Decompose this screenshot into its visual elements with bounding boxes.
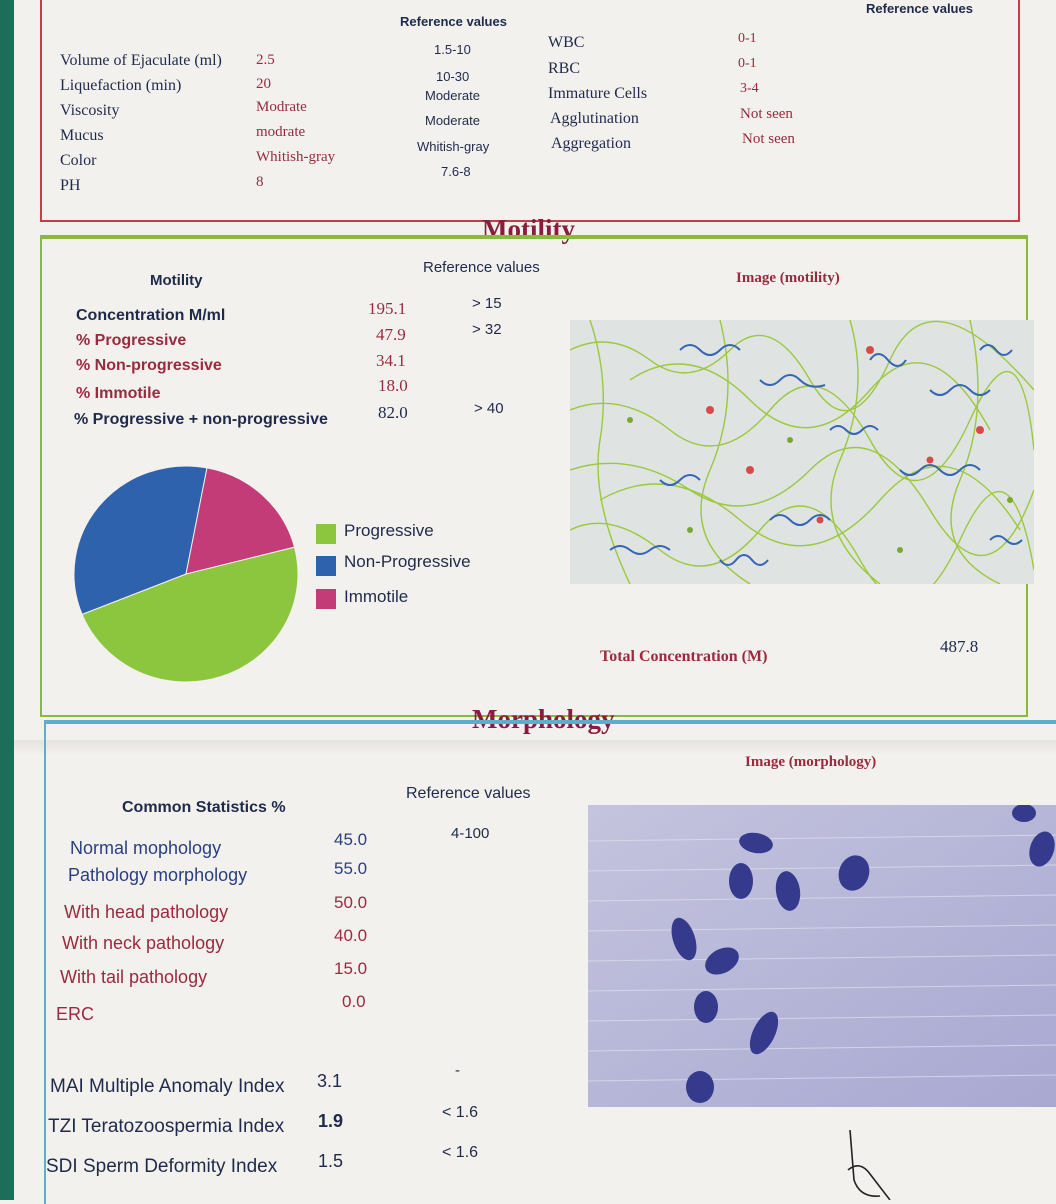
param-label: Volume of Ejaculate (ml) <box>60 52 222 69</box>
morphology-label: With tail pathology <box>60 967 208 987</box>
motility-value: 82.0 <box>378 403 408 422</box>
motility-label: % Progressive <box>76 332 187 349</box>
motility-section-title: Motility <box>482 214 575 244</box>
motility-pie-chart <box>73 465 299 683</box>
cell-value: 0-1 <box>738 56 757 71</box>
motility-label: % Progressive + non-progressive <box>74 411 328 428</box>
morphology-image <box>588 805 1056 1107</box>
pie-slice-progressive <box>81 546 299 683</box>
semen-analysis-box <box>40 0 1020 222</box>
index-label: SDI Sperm Deformity Index <box>46 1156 278 1177</box>
morphology-value: 15.0 <box>334 959 368 978</box>
motility-ref: > 32 <box>472 321 502 338</box>
signature <box>847 1130 891 1200</box>
param-value: 8 <box>256 174 264 190</box>
morphology-label: Pathology morphology <box>68 865 248 885</box>
cell-value: 0-1 <box>738 31 757 46</box>
param-value: 20 <box>256 76 271 92</box>
cell-value: 3-4 <box>740 81 759 96</box>
motility-reference-header: Reference values <box>423 259 540 276</box>
legend-label-non-progressive: Non-Progressive <box>344 552 471 571</box>
legend-label-progressive: Progressive <box>344 521 434 540</box>
param-value: modrate <box>256 124 306 140</box>
param-label: Mucus <box>60 127 104 144</box>
morphology-label: Normal mophology <box>70 838 222 858</box>
common-statistics-header: Common Statistics % <box>122 799 286 816</box>
param-value: Modrate <box>256 99 307 115</box>
total-concentration-value: 487.8 <box>940 637 979 656</box>
cell-label: Aggregation <box>551 135 631 152</box>
index-label: MAI Multiple Anomaly Index <box>50 1076 285 1097</box>
pie-slice-non-progressive <box>73 465 208 616</box>
index-ref: < 1.6 <box>442 1144 479 1161</box>
param-label: Liquefaction (min) <box>60 77 182 94</box>
total-concentration-label: Total Concentration (M) <box>600 648 768 665</box>
index-value: 1.5 <box>318 1151 344 1171</box>
cell-label: Immature Cells <box>548 85 648 102</box>
morphology-value: 0.0 <box>342 992 366 1011</box>
motility-ref: > 15 <box>472 295 502 312</box>
motility-ref: > 40 <box>474 400 504 417</box>
legend-swatch-immotile <box>316 589 336 609</box>
folder-edge <box>0 0 14 1200</box>
param-ref: 1.5-10 <box>434 42 471 57</box>
reference-header-center: Reference values <box>400 14 507 29</box>
morphology-value: 45.0 <box>334 830 368 849</box>
index-value: 3.1 <box>317 1071 343 1091</box>
param-ref: Moderate <box>425 88 480 103</box>
morphology-reference-header: Reference values <box>406 785 531 802</box>
morphology-label: ERC <box>56 1004 95 1024</box>
legend-swatch-progressive <box>316 524 336 544</box>
param-label: Color <box>60 152 97 169</box>
legend-label-immotile: Immotile <box>344 587 409 606</box>
param-ref: 7.6-8 <box>441 164 471 179</box>
motility-value: 195.1 <box>368 299 407 318</box>
morphology-label: With head pathology <box>64 902 229 922</box>
motility-table-header: Motility <box>150 272 203 289</box>
legend-swatch-non-progressive <box>316 556 336 576</box>
morphology-section-title: Morphology <box>472 704 615 734</box>
param-value: 2.5 <box>256 52 275 68</box>
morphology-value: 55.0 <box>334 859 368 878</box>
motility-label: % Immotile <box>76 385 161 402</box>
param-label: PH <box>60 177 81 194</box>
motility-label: % Non-progressive <box>76 357 222 374</box>
pie-slice-immotile <box>185 467 296 575</box>
morphology-ref: 4-100 <box>451 825 490 842</box>
morphology-box <box>44 720 1056 1204</box>
morphology-value: 50.0 <box>334 893 368 912</box>
cell-value: Not seen <box>742 131 795 147</box>
motility-image-label: Image (motility) <box>736 270 840 286</box>
paper-fold <box>14 740 1056 758</box>
param-ref: Whitish-gray <box>417 139 490 154</box>
index-ref: - <box>455 1062 460 1079</box>
motility-label: Concentration M/ml <box>76 307 226 324</box>
motility-value: 47.9 <box>376 325 406 344</box>
index-ref: < 1.6 <box>442 1104 479 1121</box>
motility-value: 18.0 <box>378 376 408 395</box>
morphology-image-label: Image (morphology) <box>745 754 877 770</box>
cell-value: Not seen <box>740 106 793 122</box>
index-label: TZI Teratozoospermia Index <box>48 1116 285 1137</box>
cell-label: WBC <box>548 34 585 51</box>
motility-value: 34.1 <box>376 351 406 370</box>
param-ref: Moderate <box>425 113 480 128</box>
param-value: Whitish-gray <box>256 149 336 165</box>
param-label: Viscosity <box>60 102 120 119</box>
param-ref: 10-30 <box>436 69 470 84</box>
cell-label: RBC <box>548 60 581 77</box>
morphology-label: With neck pathology <box>62 933 225 953</box>
morphology-value: 40.0 <box>334 926 368 945</box>
reference-header-right: Reference values <box>866 1 973 16</box>
index-value: 1.9 <box>318 1111 344 1131</box>
cell-label: Agglutination <box>550 110 639 127</box>
motility-image <box>570 320 1034 584</box>
